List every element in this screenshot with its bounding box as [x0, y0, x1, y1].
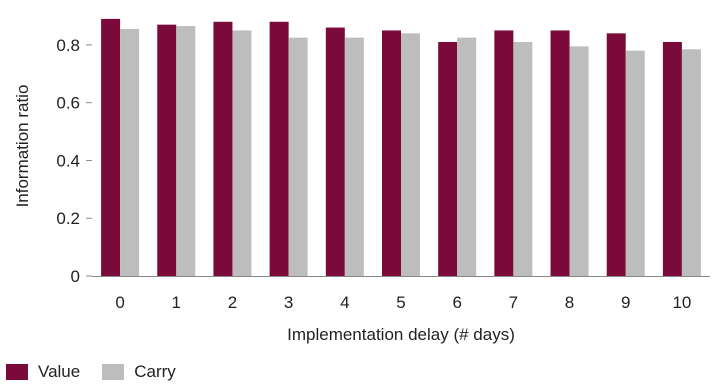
bar-carry-4 — [344, 37, 364, 276]
bar-value-5 — [382, 30, 401, 277]
y-tick-label: 0.2 — [56, 209, 80, 228]
x-axis-ticks: 0 1 2 3 4 5 6 7 8 9 10 — [115, 293, 691, 312]
bar-value-0 — [101, 18, 121, 277]
legend-label-carry: Carry — [134, 362, 176, 381]
y-axis-ticks: 0 0.2 0.4 0.6 0.8 — [56, 36, 92, 286]
bar-carry-10 — [681, 49, 701, 276]
legend-label-value: Value — [38, 362, 81, 381]
bar-carry-6 — [457, 37, 477, 276]
x-tick-label: 2 — [228, 293, 237, 312]
x-tick-label: 10 — [672, 293, 691, 312]
bar-carry-2 — [232, 30, 252, 277]
bar-carry-1 — [176, 26, 196, 276]
y-axis-title: Information ratio — [13, 85, 32, 208]
bar-value-7 — [494, 30, 514, 277]
bar-value-3 — [269, 21, 289, 277]
legend-item-value: Value — [6, 362, 80, 382]
legend-item-carry: Carry — [102, 362, 176, 382]
bars — [101, 18, 701, 277]
y-tick-label: 0.6 — [56, 94, 80, 113]
x-tick-label: 7 — [509, 293, 518, 312]
x-tick-label: 9 — [621, 293, 630, 312]
y-tick-label: 0 — [71, 267, 80, 286]
x-tick-label: 1 — [172, 293, 181, 312]
y-tick-label: 0.8 — [56, 36, 80, 55]
x-tick-label: 6 — [452, 293, 461, 312]
bar-value-2 — [213, 21, 233, 277]
bar-carry-9 — [625, 50, 645, 276]
x-tick-label: 4 — [340, 293, 349, 312]
bar-value-6 — [438, 42, 458, 276]
x-tick-label: 5 — [396, 293, 405, 312]
bar-carry-5 — [401, 33, 420, 277]
bar-value-10 — [662, 42, 682, 276]
bar-value-1 — [157, 24, 177, 276]
bar-value-4 — [325, 27, 345, 276]
x-axis-title: Implementation delay (# days) — [287, 325, 515, 344]
bar-carry-8 — [569, 46, 589, 277]
bar-value-9 — [606, 33, 626, 277]
bar-value-8 — [550, 30, 570, 277]
x-tick-label: 3 — [284, 293, 293, 312]
x-tick-label: 8 — [565, 293, 574, 312]
legend-swatch-carry — [102, 364, 125, 380]
bar-carry-0 — [120, 29, 140, 276]
y-tick-label: 0.4 — [56, 151, 80, 170]
x-tick-label: 0 — [115, 293, 124, 312]
bar-carry-7 — [513, 42, 533, 276]
bar-carry-3 — [288, 37, 308, 276]
legend: Value Carry — [6, 362, 198, 382]
legend-swatch-value — [6, 364, 28, 380]
